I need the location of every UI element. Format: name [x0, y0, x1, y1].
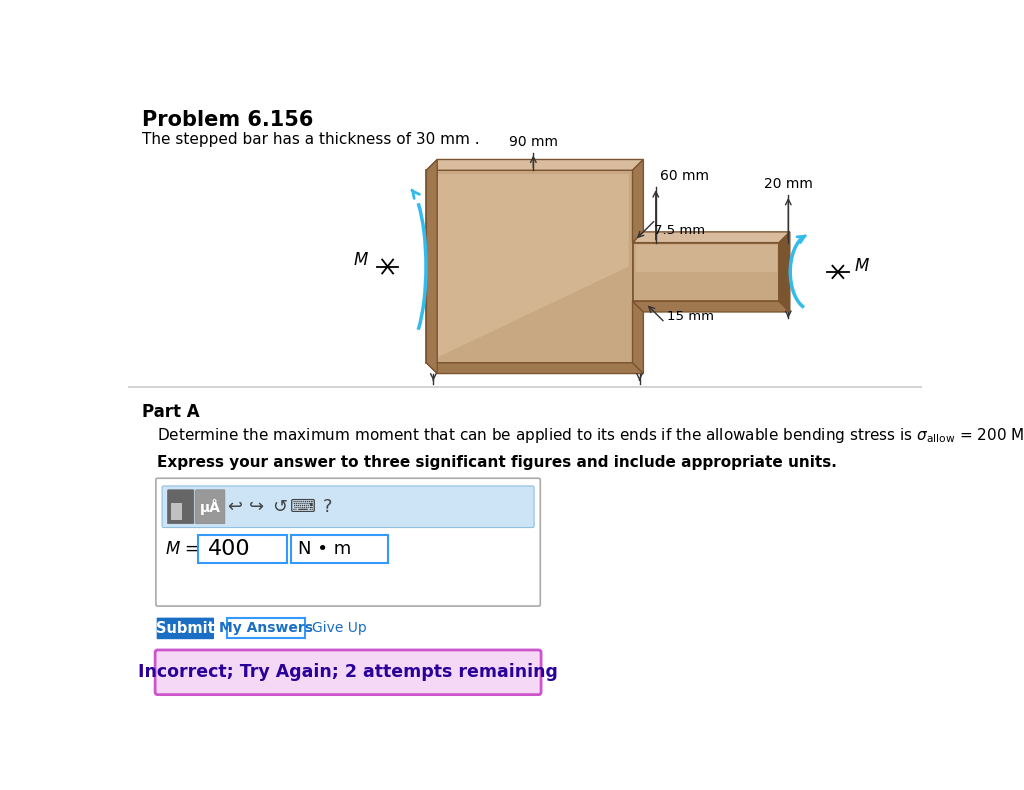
Text: ↺: ↺ — [272, 498, 288, 516]
FancyBboxPatch shape — [162, 486, 535, 528]
Polygon shape — [633, 301, 790, 312]
Text: 15 mm: 15 mm — [667, 310, 714, 323]
FancyBboxPatch shape — [291, 536, 388, 563]
Polygon shape — [633, 301, 643, 374]
Text: Problem 6.156: Problem 6.156 — [142, 110, 313, 130]
Text: Submit: Submit — [156, 621, 215, 636]
Text: 400: 400 — [208, 539, 251, 559]
Text: 20 mm: 20 mm — [764, 177, 813, 191]
Text: The stepped bar has a thickness of 30 mm .: The stepped bar has a thickness of 30 mm… — [142, 132, 479, 147]
Text: ↩: ↩ — [227, 498, 243, 516]
Text: 60 mm: 60 mm — [659, 169, 709, 183]
Polygon shape — [633, 231, 790, 243]
FancyBboxPatch shape — [157, 618, 214, 639]
Text: Express your answer to three significant figures and include appropriate units.: Express your answer to three significant… — [158, 455, 838, 470]
Text: 90 mm: 90 mm — [509, 135, 558, 149]
Polygon shape — [633, 243, 779, 301]
FancyBboxPatch shape — [196, 490, 225, 524]
Polygon shape — [426, 363, 643, 374]
Text: μÅ: μÅ — [200, 498, 220, 515]
Polygon shape — [636, 245, 776, 272]
Polygon shape — [426, 171, 633, 363]
Polygon shape — [434, 174, 629, 359]
Text: ↪: ↪ — [249, 498, 264, 516]
Text: M: M — [855, 257, 869, 275]
FancyBboxPatch shape — [156, 478, 541, 606]
Polygon shape — [426, 160, 437, 374]
Text: 7.5 mm: 7.5 mm — [654, 224, 706, 237]
Polygon shape — [633, 160, 643, 243]
Text: Part A: Part A — [142, 403, 200, 421]
Polygon shape — [779, 231, 790, 312]
FancyBboxPatch shape — [168, 490, 194, 524]
Text: ⌨: ⌨ — [290, 498, 316, 516]
Text: Determine the maximum moment that can be applied to its ends if the allowable be: Determine the maximum moment that can be… — [158, 426, 1024, 445]
Text: Give Up: Give Up — [312, 622, 368, 635]
FancyBboxPatch shape — [198, 536, 287, 563]
Text: N • m: N • m — [299, 540, 352, 558]
Text: $M$ =: $M$ = — [165, 540, 199, 558]
Text: M: M — [354, 251, 369, 269]
Text: ?: ? — [324, 498, 333, 516]
Text: My Answers: My Answers — [219, 622, 313, 635]
FancyBboxPatch shape — [227, 619, 305, 638]
FancyBboxPatch shape — [155, 650, 541, 694]
Polygon shape — [426, 160, 643, 171]
Polygon shape — [171, 503, 182, 520]
Text: Incorrect; Try Again; 2 attempts remaining: Incorrect; Try Again; 2 attempts remaini… — [138, 664, 558, 681]
